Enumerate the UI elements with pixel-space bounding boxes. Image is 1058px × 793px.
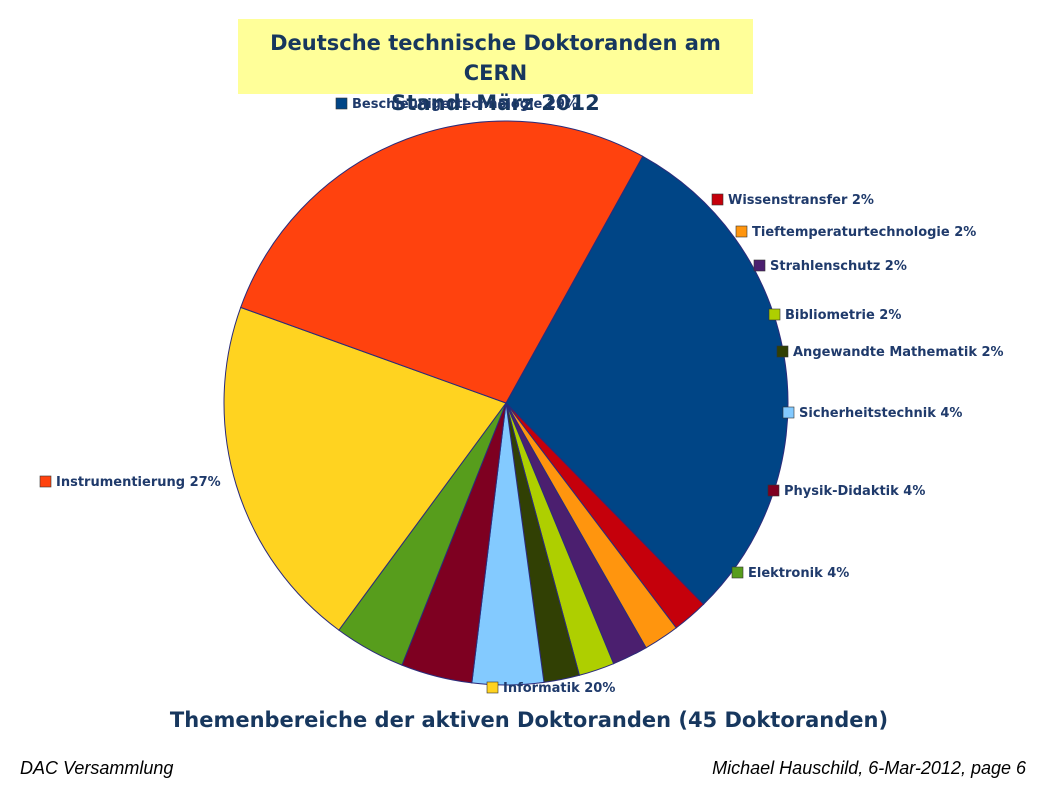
pie-slice-instrumentierung (240, 120, 644, 404)
legend-swatch-elektronik (731, 566, 744, 579)
legend-swatch-strahlenschutz (753, 259, 766, 272)
slice-label-physik-didaktik: Physik-Didaktik 4% (784, 484, 925, 499)
slice-label-sicherheitstechnik: Sicherheitstechnik 4% (799, 406, 962, 421)
chart-title-box: Deutsche technische Doktoranden am CERN … (238, 19, 753, 115)
legend-swatch-physik-didaktik (767, 484, 780, 497)
pie-labels: Beschleunigertechnologie 29% Wissenstrans… (39, 97, 1004, 696)
slice-label-instrumentierung: Instrumentierung 27% (56, 475, 221, 490)
chart-title: Deutsche technische Doktoranden am CERN (270, 31, 721, 85)
legend-swatch-bibliometrie (768, 308, 781, 321)
pie-slice-informatik (223, 306, 507, 631)
chart-caption: Themenbereiche der aktiven Doktoranden (… (169, 708, 889, 732)
slice-label-wissenstransfer: Wissenstransfer 2% (728, 193, 874, 208)
legend-swatch-tieftemperaturtechnologie (735, 225, 748, 238)
slice-label-bibliometrie: Bibliometrie 2% (785, 308, 901, 323)
slice-label-informatik: Informatik 20% (503, 681, 615, 696)
legend-swatch-wissenstransfer (711, 193, 724, 206)
pie-slice-beschleunigertechnologie (505, 155, 789, 605)
slice-label-tieftemperaturtechnologie: Tieftemperaturtechnologie 2% (752, 225, 976, 240)
legend-swatch-beschleunigertechnologie (335, 97, 348, 110)
legend-swatch-angewandte-mathematik (776, 345, 789, 358)
legend-swatch-informatik (486, 681, 499, 694)
slice-label-angewandte-mathematik: Angewandte Mathematik 2% (793, 345, 1004, 360)
footer-author-page: Michael Hauschild, 6-Mar-2012, page 6 (712, 758, 1026, 778)
slice-label-strahlenschutz: Strahlenschutz 2% (770, 259, 907, 274)
slice-label-elektronik: Elektronik 4% (748, 566, 849, 581)
slice-label-beschleunigertechnologie: Beschleunigertechnologie 29% (352, 97, 578, 112)
legend-swatch-sicherheitstechnik (782, 406, 795, 419)
legend-swatch-instrumentierung (39, 475, 52, 488)
chart-subtitle: Stand: März 2012 (391, 91, 600, 115)
pie-slices (223, 120, 789, 686)
footer-event: DAC Versammlung (20, 758, 174, 778)
